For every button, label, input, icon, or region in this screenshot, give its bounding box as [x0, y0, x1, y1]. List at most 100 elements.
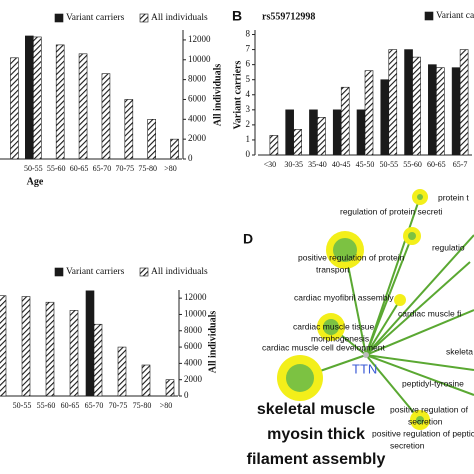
- y-tick-label: 0: [188, 153, 193, 163]
- y-tick-label: 6000: [184, 341, 203, 351]
- x-tick-label: 65-70: [93, 164, 112, 173]
- x-tick-label: 60-65: [70, 164, 89, 173]
- bar: [451, 67, 461, 156]
- y-tick-label: 2000: [184, 374, 203, 384]
- x-tick-label: 60-65: [61, 401, 80, 410]
- node-label: cardiac muscle fi: [398, 308, 461, 318]
- y-tick-label: 8000: [184, 325, 203, 335]
- bar: [69, 310, 79, 397]
- x-tick-label: 50-55: [24, 164, 43, 173]
- chart-title: rs559712998: [262, 11, 315, 22]
- bar: [388, 49, 398, 156]
- y-tick-label: 6000: [188, 94, 207, 104]
- x-tick-label: 75-80: [133, 401, 152, 410]
- node-label: transport: [316, 264, 350, 274]
- node-label: regulatio: [432, 242, 465, 252]
- x-tick-label: >80: [164, 164, 177, 173]
- x-tick-label: 55-60: [47, 164, 66, 173]
- node-label: protein t: [438, 192, 469, 202]
- node-label: secretion: [390, 440, 425, 450]
- x-tick-label: 55-60: [403, 160, 422, 169]
- y-tick-label: 3: [246, 104, 251, 114]
- bar: [170, 138, 179, 160]
- y-tick-label: 1: [246, 134, 251, 144]
- bar: [340, 86, 350, 156]
- x-tick-label: 50-55: [379, 160, 398, 169]
- legend-label: Variant ca: [436, 11, 474, 21]
- node-label: secretion: [408, 416, 443, 426]
- bar: [412, 56, 421, 156]
- y-tick-label: 0: [184, 390, 189, 400]
- y-tick-label: 4000: [188, 113, 207, 123]
- x-tick-label: 60-65: [427, 160, 446, 169]
- bar: [285, 109, 294, 156]
- bar: [117, 346, 127, 397]
- x-tick-label: 30-35: [284, 160, 303, 169]
- node-label: positive regulation of protein: [298, 252, 405, 262]
- node-label: peptidyl-tyrosine: [402, 378, 464, 388]
- x-tick-label: 50-55: [13, 401, 32, 410]
- y-tick-label: 8000: [188, 74, 207, 84]
- x-tick-label: 75-80: [138, 164, 157, 173]
- x-tick-label: 55-60: [37, 401, 56, 410]
- network-nodes: [277, 189, 430, 430]
- bar: [459, 49, 469, 156]
- highlight-label: myosin thick: [267, 426, 365, 443]
- bar: [293, 129, 302, 156]
- bar: [25, 35, 34, 160]
- y-tick-label: 6: [246, 59, 251, 69]
- bar: [165, 379, 175, 397]
- bar: [147, 119, 156, 160]
- y-tick-label: 12000: [184, 292, 207, 302]
- y-axis-title: All individuals: [212, 64, 223, 127]
- y-tick-label: 10000: [188, 54, 211, 64]
- y-tick-label: 2000: [188, 133, 207, 143]
- network: [299, 196, 474, 421]
- bar: [364, 70, 374, 156]
- bar: [436, 67, 445, 156]
- x-tick-label: 70-75: [115, 164, 134, 173]
- node-label: positive regulation of peptic: [372, 428, 474, 438]
- legend-label: All individuals: [151, 267, 208, 277]
- x-tick-label: 45-50: [356, 160, 375, 169]
- node-label: cardiac muscle cell development: [262, 342, 385, 352]
- legend-swatch: [424, 11, 434, 21]
- y-tick-label: 5: [246, 74, 251, 84]
- x-tick-label: 40-45: [332, 160, 351, 169]
- x-tick-label: 65-70: [85, 401, 104, 410]
- x-tick-label: <30: [264, 160, 277, 169]
- bar: [93, 323, 103, 397]
- bar: [404, 49, 413, 156]
- legend-swatch: [139, 267, 149, 277]
- y-tick-label: 4: [246, 89, 251, 99]
- bar: [141, 364, 151, 397]
- bar: [55, 44, 65, 160]
- bar: [380, 79, 390, 156]
- bar: [0, 295, 7, 397]
- legend-swatch: [54, 13, 64, 23]
- y-tick-label: 4000: [184, 357, 203, 367]
- x-tick-label: 35-40: [308, 160, 327, 169]
- y-tick-label: 10000: [184, 309, 207, 319]
- legend-label: All individuals: [151, 13, 208, 23]
- bar: [332, 109, 342, 156]
- node-label: cardiac muscle tissue: [293, 321, 375, 331]
- highlight-label: skeletal muscle: [257, 401, 375, 418]
- y-axis-title: All individuals: [207, 311, 218, 374]
- bar: [356, 109, 366, 156]
- y-tick-label: 2: [246, 119, 251, 129]
- y-axis-title: Variant carriers: [232, 61, 243, 130]
- bar: [85, 290, 95, 397]
- node-label: skeleta: [446, 346, 473, 356]
- legend-label: Variant carriers: [66, 267, 125, 277]
- y-tick-label: 12000: [188, 34, 211, 44]
- x-tick-label: >80: [160, 401, 173, 410]
- node-label: positive regulation of: [390, 404, 469, 414]
- y-tick-label: 0: [246, 149, 251, 159]
- legend-label: Variant carriers: [66, 13, 125, 23]
- highlight-label: filament assembly: [247, 451, 386, 468]
- bar: [33, 36, 42, 160]
- hub-label: TTN: [352, 361, 377, 376]
- x-tick-label: 65-7: [453, 160, 468, 169]
